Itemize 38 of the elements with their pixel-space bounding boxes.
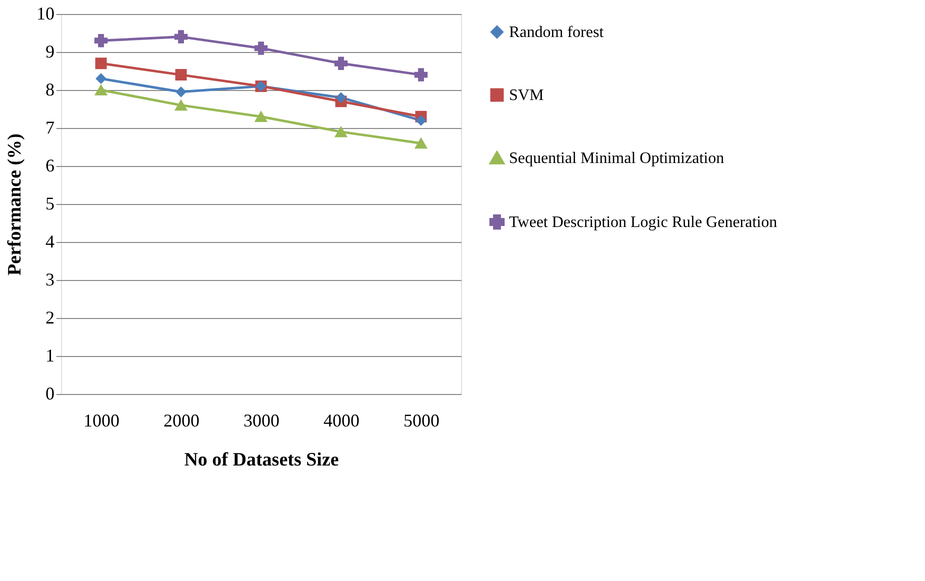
legend-label: Sequential Minimal Optimization <box>509 150 724 167</box>
y-tick-label: 5 <box>46 194 54 214</box>
y-tick-label: 7 <box>46 118 54 138</box>
point <box>334 56 348 70</box>
point <box>176 86 186 98</box>
point <box>175 69 187 81</box>
x-tick-label: 3000 <box>244 410 280 430</box>
point <box>95 58 107 70</box>
y-axis-title: Performance (%) <box>4 134 26 276</box>
point <box>334 126 348 138</box>
point <box>414 138 428 149</box>
point <box>336 92 346 103</box>
y-tick-label: 10 <box>36 4 54 24</box>
legend-label: SVM <box>509 87 544 104</box>
y-tick-label: 2 <box>46 308 54 328</box>
point <box>94 84 108 96</box>
y-tick-label: 9 <box>46 42 54 62</box>
y-tick-label: 8 <box>46 80 54 100</box>
x-axis-title: No of Datasets Size <box>184 450 339 470</box>
y-tick-label: 1 <box>46 346 54 366</box>
x-tick-label: 1000 <box>84 410 120 430</box>
y-tick-label: 0 <box>46 384 54 404</box>
point <box>254 42 268 55</box>
y-tick-label: 4 <box>46 232 54 252</box>
x-tick-label: 5000 <box>404 410 440 430</box>
point <box>174 30 188 44</box>
point <box>96 73 106 84</box>
legend-label: Tweet Description Logic Rule Generation <box>509 214 778 231</box>
point <box>416 115 426 126</box>
x-tick-label: 2000 <box>164 410 200 430</box>
x-tick-label: 4000 <box>324 410 360 430</box>
legend-label: Random forest <box>509 24 604 41</box>
y-tick-label: 3 <box>46 270 54 290</box>
point <box>254 111 268 122</box>
point <box>174 100 188 111</box>
point <box>414 68 428 82</box>
point <box>94 34 108 48</box>
y-tick-label: 6 <box>46 156 54 176</box>
